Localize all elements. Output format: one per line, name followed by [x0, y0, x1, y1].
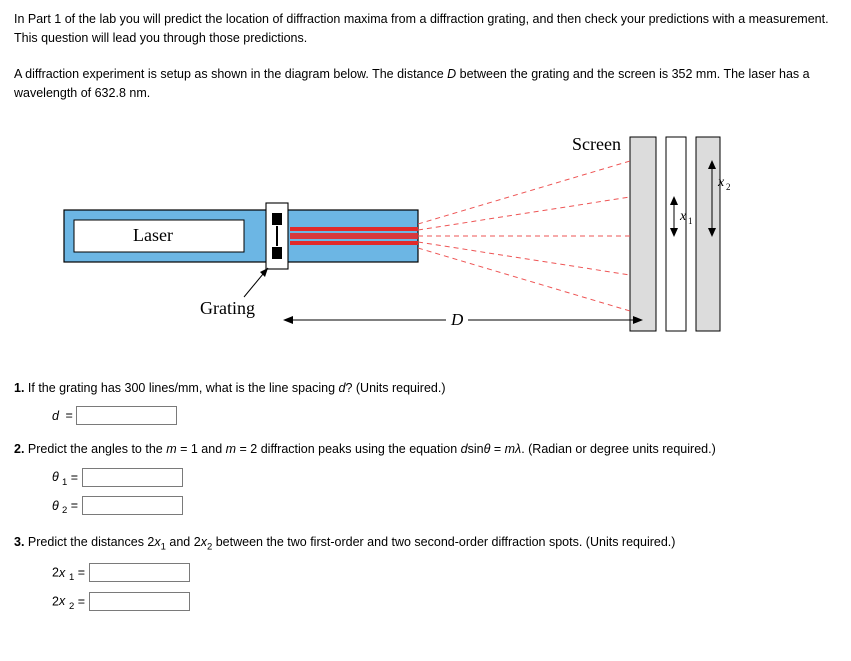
two-x1-input[interactable] [89, 563, 190, 582]
intro-paragraph-2: A diffraction experiment is setup as sho… [14, 65, 837, 104]
intro-paragraph-1: In Part 1 of the lab you will predict th… [14, 10, 837, 49]
d-input[interactable] [76, 406, 177, 425]
question-2: 2. Predict the angles to the m = 1 and m… [14, 440, 837, 519]
svg-text:1: 1 [688, 216, 693, 226]
svg-text:x: x [717, 175, 725, 190]
svg-text:D: D [450, 310, 464, 329]
svg-text:2: 2 [726, 182, 731, 192]
svg-text:x: x [679, 209, 687, 224]
grating-label-text: Grating [200, 298, 255, 318]
screen-bar-3 [696, 137, 720, 331]
grating-slit-top [272, 213, 282, 225]
theta1-input[interactable] [82, 468, 183, 487]
diffracted-rays [418, 161, 630, 311]
beam-inner-1 [290, 227, 418, 231]
experiment-diagram: Screen Laser Grating D x 1 [14, 120, 837, 361]
screen-bar-1 [630, 137, 656, 331]
question-1: 1. If the grating has 300 lines/mm, what… [14, 379, 837, 426]
two-x2-input[interactable] [89, 592, 190, 611]
theta2-input[interactable] [82, 496, 183, 515]
laser-label-text: Laser [133, 225, 173, 245]
distance-D-arrow: D [283, 310, 643, 329]
screen-label-text: Screen [572, 134, 621, 154]
question-3: 3. Predict the distances 2x1 and 2x2 bet… [14, 533, 837, 615]
grating-slit-bot [272, 247, 282, 259]
screen-bar-2 [666, 137, 686, 331]
